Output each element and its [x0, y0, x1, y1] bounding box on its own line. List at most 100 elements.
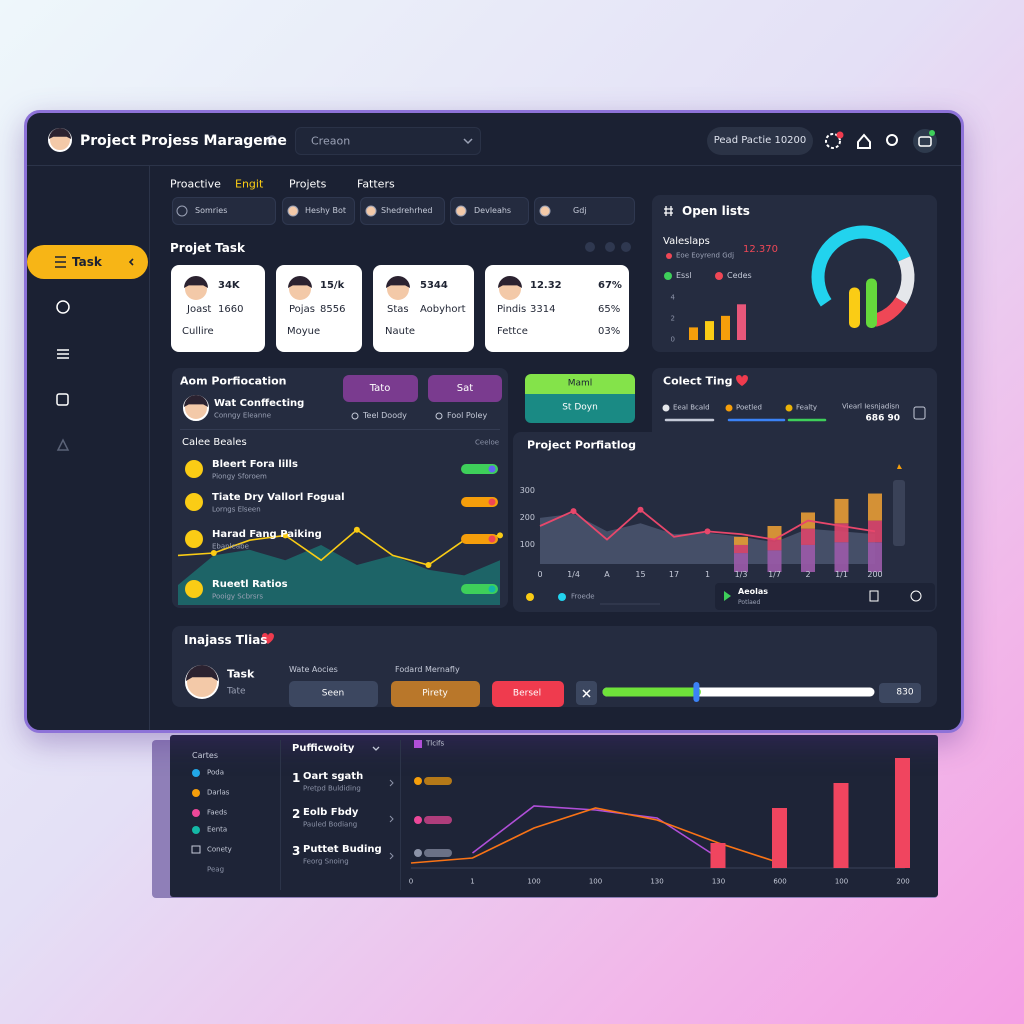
stacked-bar: [734, 536, 748, 545]
stacked-bar: [767, 539, 782, 551]
legend-swatch: [192, 826, 200, 834]
value-box: [879, 683, 921, 703]
portfolio-panel: [513, 432, 673, 612]
lower-divider: [280, 740, 281, 890]
bar: [895, 758, 910, 868]
pager-dot: [605, 242, 615, 252]
bar: [721, 315, 730, 340]
line-dot: [282, 532, 289, 539]
filter-icon: [176, 205, 188, 217]
status-pill-dot: [488, 498, 496, 506]
action-button[interactable]: [492, 681, 564, 707]
legend-icon: [191, 845, 201, 854]
heart-icon: [736, 375, 748, 386]
avatar-hair: [184, 395, 208, 407]
radio: [435, 412, 443, 420]
status-pill: [461, 584, 498, 594]
pill: [424, 816, 452, 824]
area: [540, 513, 875, 564]
middle-button[interactable]: [525, 394, 635, 423]
avatar-hair: [386, 276, 410, 288]
gauge-bar: [849, 287, 860, 328]
legend-swatch: [192, 809, 200, 817]
open-lists-panel: [652, 195, 937, 352]
stacked-bar: [734, 553, 748, 572]
scroll-track: [893, 480, 905, 546]
action-button[interactable]: [289, 681, 378, 707]
legend-swatch: [192, 769, 200, 777]
chevron: [389, 779, 394, 787]
stacked-bar: [868, 542, 882, 572]
heart-icon: [262, 633, 274, 644]
status-pill-dot: [488, 535, 496, 543]
line-dot: [570, 508, 577, 515]
search-box[interactable]: [295, 127, 481, 155]
player-control: [910, 590, 922, 602]
line-dot: [425, 562, 432, 568]
item-icon: [185, 580, 203, 598]
legend-swatch: [662, 404, 670, 412]
bar: [689, 327, 698, 340]
line: [177, 528, 501, 566]
item-icon: [185, 460, 203, 478]
search-icon: [267, 135, 277, 145]
legend-swatch: [715, 272, 723, 280]
stacked-bar: [834, 498, 849, 524]
caption-dot: [666, 253, 672, 259]
search-icon: [886, 134, 898, 146]
chevron: [128, 258, 134, 266]
line-dot: [497, 532, 503, 539]
filter-dropdown[interactable]: [534, 197, 635, 225]
middle-badge: [525, 374, 635, 394]
pill-dot: [414, 816, 422, 824]
gauge-segment: [895, 256, 915, 305]
divider: [180, 429, 500, 430]
icon-box: [913, 406, 926, 420]
player-box: [715, 583, 935, 610]
bar: [737, 304, 746, 340]
gauge-bar: [866, 278, 877, 328]
avatar-hair: [498, 276, 522, 288]
pill-dot: [414, 777, 422, 785]
item-icon: [185, 530, 203, 548]
close-icon: [582, 689, 591, 698]
line-dot: [353, 526, 360, 533]
home-icon: [857, 133, 871, 149]
line-dot: [704, 528, 711, 535]
header-badge[interactable]: [707, 127, 813, 155]
filter-dropdown[interactable]: [172, 197, 276, 225]
aom-button[interactable]: [428, 375, 502, 402]
notification-dot: [836, 131, 844, 139]
avatar-hair: [186, 665, 218, 681]
action-button[interactable]: [391, 681, 480, 707]
play-icon: [724, 591, 731, 601]
pill: [424, 777, 452, 785]
line: [472, 805, 719, 859]
bar: [833, 783, 849, 868]
bar: [710, 843, 726, 868]
sidebar-divider: [149, 166, 150, 730]
aom-button[interactable]: [343, 375, 418, 402]
avatar-hair: [288, 276, 312, 288]
stacked-bar: [834, 542, 849, 572]
stacked-bar: [801, 528, 815, 545]
area: [178, 545, 500, 605]
task-button[interactable]: [27, 245, 148, 279]
bar: [705, 321, 714, 340]
header-divider: [27, 165, 961, 166]
stacked-bar: [801, 544, 815, 572]
status-pill: [461, 464, 498, 474]
lower-window: [170, 735, 938, 897]
chevron: [389, 852, 394, 860]
lower-divider: [400, 740, 401, 890]
stacked-bar: [767, 526, 782, 540]
chevron: [389, 815, 394, 823]
status-dot: [929, 130, 935, 136]
bar: [772, 808, 787, 868]
avatar-hair: [49, 128, 71, 139]
avatar-hair: [184, 276, 208, 288]
pager-dot: [585, 242, 595, 252]
filter-icon: [365, 205, 377, 217]
